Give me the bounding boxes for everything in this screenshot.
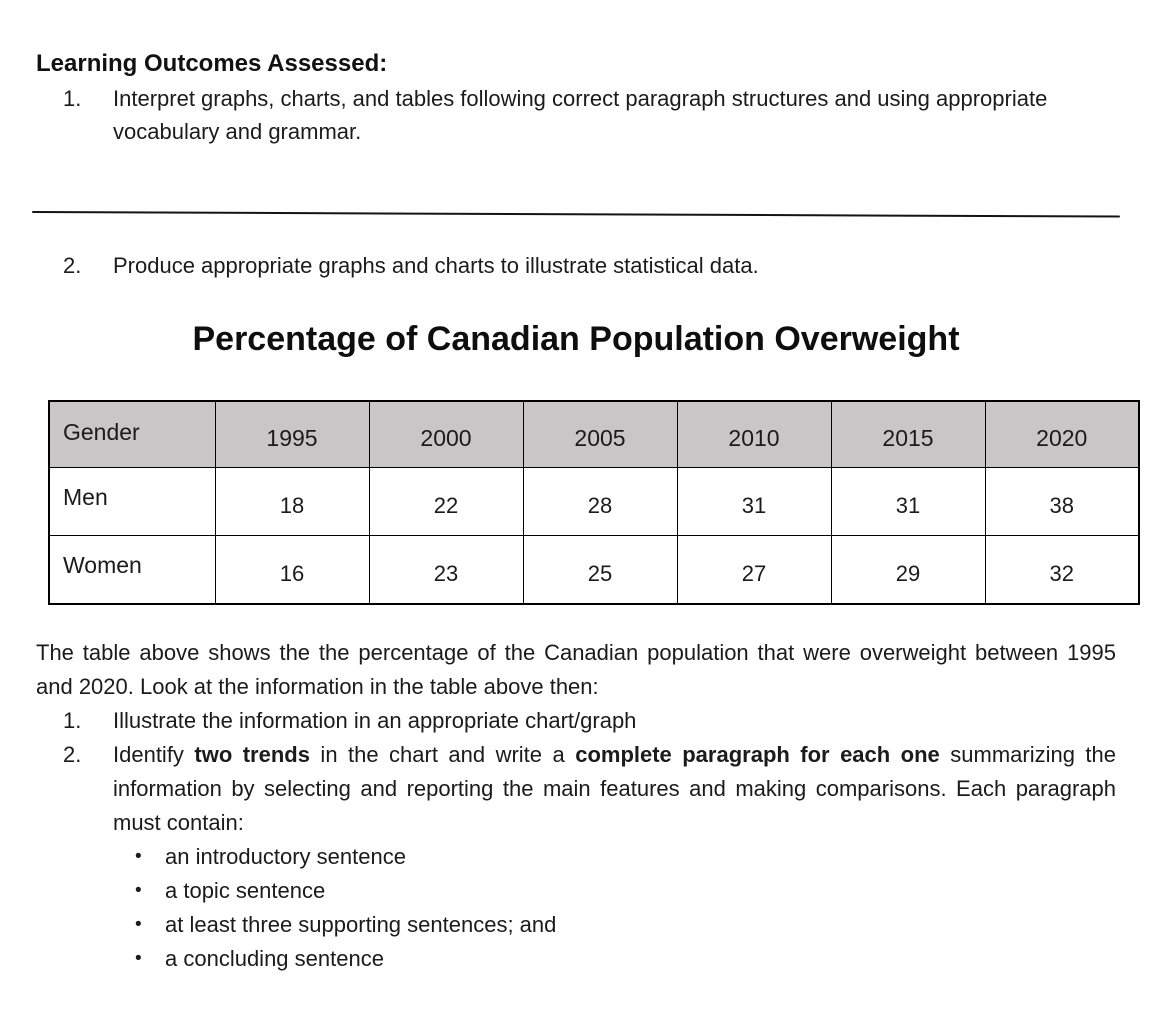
task-1-number: 1. — [63, 708, 82, 733]
table-row-women: Women 16 23 25 27 29 32 — [48, 535, 1140, 605]
bullet-icon: • — [135, 880, 142, 901]
bullet-icon: • — [135, 948, 142, 969]
bullet-item-2: • a topic sentence — [135, 874, 1116, 908]
table-title: Percentage of Canadian Population Overwe… — [192, 320, 960, 358]
header-cell-1995: 1995 — [214, 400, 370, 468]
men-2000: 22 — [368, 467, 524, 536]
bullet-4-text: a concluding sentence — [165, 946, 384, 971]
bullet-icon: • — [135, 914, 142, 935]
men-2015: 31 — [830, 467, 986, 536]
women-1995: 16 — [214, 535, 370, 605]
table-header-row: Gender 1995 2000 2005 2010 2015 2020 — [48, 400, 1140, 468]
bullet-item-3: • at least three supporting sentences; a… — [135, 908, 1116, 942]
instructions-block: The table above shows the the percentage… — [36, 636, 1116, 976]
men-2010: 31 — [676, 467, 832, 536]
data-table: Gender 1995 2000 2005 2010 2015 2020 Men… — [48, 400, 1140, 605]
bullet-item-1: • an introductory sentence — [135, 840, 1116, 874]
bullet-1-text: an introductory sentence — [165, 844, 406, 869]
women-2020: 32 — [984, 535, 1140, 605]
header-cell-2010: 2010 — [676, 400, 832, 468]
row-label-men: Men — [48, 467, 216, 536]
header-cell-2015: 2015 — [830, 400, 986, 468]
bullet-item-4: • a concluding sentence — [135, 942, 1116, 976]
outcome-1-text: Interpret graphs, charts, and tables fol… — [113, 86, 1048, 144]
header-cell-2005: 2005 — [522, 400, 678, 468]
task-2-number: 2. — [63, 742, 82, 767]
men-2020: 38 — [984, 467, 1140, 536]
task-2-bold-complete-paragraph: complete paragraph for each one — [575, 742, 940, 767]
header-cell-gender: Gender — [48, 400, 216, 468]
bullet-2-text: a topic sentence — [165, 878, 326, 903]
men-2005: 28 — [522, 467, 678, 536]
task-item-2: 2. Identify two trends in the chart and … — [36, 738, 1116, 840]
women-2010: 27 — [676, 535, 832, 605]
outcome-item-2: 2. Produce appropriate graphs and charts… — [36, 249, 1080, 282]
header-cell-2000: 2000 — [368, 400, 524, 468]
outcome-1-number: 1. — [63, 86, 82, 111]
row-label-women: Women — [48, 535, 216, 605]
men-1995: 18 — [214, 467, 370, 536]
outcome-item-1: 1. Interpret graphs, charts, and tables … — [36, 82, 1080, 148]
task-2-mid: in the chart and write a — [309, 742, 576, 767]
task-2-tail: summarizing the information by selecting… — [113, 742, 1116, 835]
table-row-men: Men 18 22 28 31 31 38 — [48, 467, 1140, 536]
task-item-1: 1. Illustrate the information in an appr… — [36, 704, 1116, 738]
horizontal-divider — [31, 211, 1120, 218]
bullet-3-text: at least three supporting sentences; and — [165, 912, 557, 937]
outcome-2-text: Produce appropriate graphs and charts to… — [113, 253, 759, 278]
bullet-icon: • — [135, 846, 142, 867]
header-cell-2020: 2020 — [984, 400, 1140, 468]
task-1-text: Illustrate the information in an appropr… — [113, 708, 637, 733]
outcome-2-number: 2. — [63, 253, 82, 278]
intro-paragraph: The table above shows the the percentage… — [36, 640, 1116, 699]
women-2000: 23 — [368, 535, 524, 605]
page-heading: Learning Outcomes Assessed: — [36, 50, 388, 77]
task-2-bold-two-trends: two trends — [194, 742, 310, 767]
task-2-lead: Identify — [113, 742, 195, 767]
women-2005: 25 — [522, 535, 678, 605]
task-2-text: Identify two trends in the chart and wri… — [113, 738, 1116, 840]
women-2015: 29 — [830, 535, 986, 605]
